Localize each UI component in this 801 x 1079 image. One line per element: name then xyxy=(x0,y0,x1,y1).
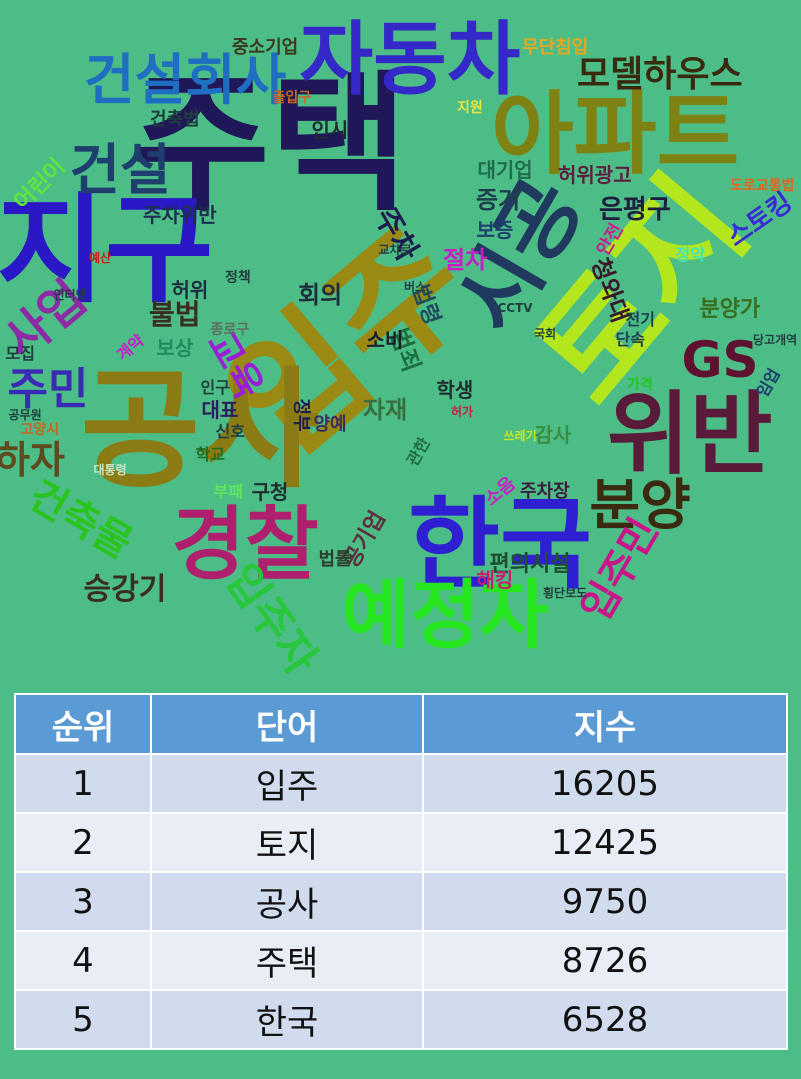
index-cell: 6528 xyxy=(422,989,788,1050)
cloud-word: 인시 xyxy=(311,118,349,142)
cloud-word: 인터넷 xyxy=(53,288,87,302)
cloud-word: 승강기 xyxy=(83,572,167,607)
cloud-word: 보상 xyxy=(156,336,194,360)
cloud-word: 분양 xyxy=(589,472,691,537)
cloud-word: 불법 xyxy=(149,298,201,331)
cloud-word: 가격 xyxy=(627,377,653,393)
word-cell: 입주 xyxy=(150,753,424,814)
word-cell: 주택 xyxy=(150,930,424,991)
cloud-word: 증거 xyxy=(476,186,521,214)
rank-cell: 5 xyxy=(14,989,152,1050)
cloud-word: 주택 xyxy=(132,58,409,232)
cloud-word: 하자 xyxy=(0,438,65,482)
index-cell: 12425 xyxy=(422,812,788,873)
cloud-word: 교차로 xyxy=(378,243,412,257)
cloud-word: 자재 xyxy=(363,396,408,424)
table-row: 3 공사 9750 xyxy=(14,871,788,932)
cloud-word: 건설회사 xyxy=(84,47,287,112)
cloud-word: 대통령 xyxy=(93,463,127,477)
cloud-word: 지구 xyxy=(0,181,214,319)
cloud-word: 주차위반 xyxy=(143,203,217,227)
cloud-word: 대표 xyxy=(201,398,239,422)
cloud-word: 분양가 xyxy=(699,297,761,322)
cloud-word: 허가 xyxy=(451,405,474,419)
header-word: 단어 xyxy=(150,693,424,755)
cloud-word: 모집 xyxy=(5,344,35,363)
cloud-word: 소비 xyxy=(366,328,404,352)
cloud-word: 건설 xyxy=(69,137,171,202)
cloud-word: 중소기업 xyxy=(232,37,299,58)
cloud-word: 법률 xyxy=(318,549,352,570)
table-row: 5 한국 6528 xyxy=(14,989,788,1050)
cloud-word: 편의시설 xyxy=(489,552,571,577)
cloud-word: 당고개역 xyxy=(753,333,798,347)
rank-cell: 4 xyxy=(14,930,152,991)
cloud-word: 정약 xyxy=(675,245,705,264)
cloud-word: 학교 xyxy=(195,445,225,464)
cloud-word: 대기업 xyxy=(477,158,533,182)
cloud-word: 전기 xyxy=(625,310,655,329)
cloud-word: 횡단보도 xyxy=(543,586,588,600)
cloud-word: 출입구 xyxy=(272,90,312,106)
cloud-word: 쓰레기 xyxy=(503,429,537,443)
cloud-word: GS xyxy=(681,331,759,389)
cloud-word: 도로교통법 xyxy=(730,178,795,194)
rank-cell: 3 xyxy=(14,871,152,932)
cloud-word: 감사 xyxy=(534,423,572,447)
cloud-word: 허위 xyxy=(171,278,209,302)
cloud-word: 단속 xyxy=(615,330,645,349)
cloud-word: 회의 xyxy=(298,281,343,309)
table-row: 1 입주 16205 xyxy=(14,753,788,814)
cloud-word: 정부 xyxy=(290,398,312,432)
index-cell: 8726 xyxy=(422,930,788,991)
cloud-word: 한국 xyxy=(408,486,592,603)
ranking-table: 순위 단어 지수 1 입주 16205 2 토지 12425 3 공사 9750… xyxy=(14,693,788,1050)
cloud-word: 주민 xyxy=(7,364,89,415)
cloud-word: 정책 xyxy=(225,270,251,286)
cloud-word: 부패 xyxy=(213,482,243,501)
cloud-word: 건축법 xyxy=(150,109,200,130)
cloud-word: 무단침입 xyxy=(522,37,589,58)
rank-cell: 2 xyxy=(14,812,152,873)
cloud-word: 공사 xyxy=(80,354,320,506)
cloud-word: 은평구 xyxy=(599,195,671,225)
table-row: 4 주택 8726 xyxy=(14,930,788,991)
word-cell: 토지 xyxy=(150,812,424,873)
cloud-word: 절차 xyxy=(443,246,488,274)
cloud-word: 예정자 xyxy=(341,570,549,659)
header-index: 지수 xyxy=(422,693,788,755)
cloud-word: 허위광고 xyxy=(558,163,632,187)
word-cell: 한국 xyxy=(150,989,424,1050)
cloud-word: 공무원 xyxy=(8,408,42,422)
cloud-word: 인구 xyxy=(200,378,230,397)
header-rank: 순위 xyxy=(14,693,152,755)
cloud-word: 보증 xyxy=(476,218,514,242)
cloud-word: 관한 xyxy=(402,434,434,470)
cloud-word: 예산 xyxy=(89,251,112,265)
table-row: 2 토지 12425 xyxy=(14,812,788,873)
index-cell: 16205 xyxy=(422,753,788,814)
index-cell: 9750 xyxy=(422,871,788,932)
cloud-word: 지원 xyxy=(457,100,483,116)
cloud-word: 버스 xyxy=(404,280,427,294)
cloud-word: 학생 xyxy=(436,378,474,402)
cloud-word: 경찰 xyxy=(171,498,319,591)
cloud-word: 해킹 xyxy=(476,568,514,592)
cloud-word: 위반 xyxy=(607,382,773,487)
cloud-word: 모델하우스 xyxy=(577,54,743,95)
cloud-word: 신호 xyxy=(215,422,245,441)
cloud-word: 구청 xyxy=(251,480,289,504)
cloud-word: 양예 xyxy=(313,414,347,435)
cloud-word: 주차장 xyxy=(520,481,570,502)
cloud-word: 아파트 xyxy=(491,82,740,187)
word-cloud: 주택 입주 공사 토지 지구 자동차 아파트 한국 위반 경찰 예정자 건설회사 시공 건설 모델하우스 GS… xyxy=(0,13,798,685)
cloud-word: 국회 xyxy=(534,327,557,341)
word-cell: 공사 xyxy=(150,871,424,932)
rank-cell: 1 xyxy=(14,753,152,814)
cloud-word: 자동차 xyxy=(299,13,521,106)
cloud-word: 고양시 xyxy=(20,422,60,438)
cloud-word: 종로구 xyxy=(210,322,250,338)
cloud-word: CCTV xyxy=(497,301,533,315)
table-header-row: 순위 단어 지수 xyxy=(14,693,788,755)
